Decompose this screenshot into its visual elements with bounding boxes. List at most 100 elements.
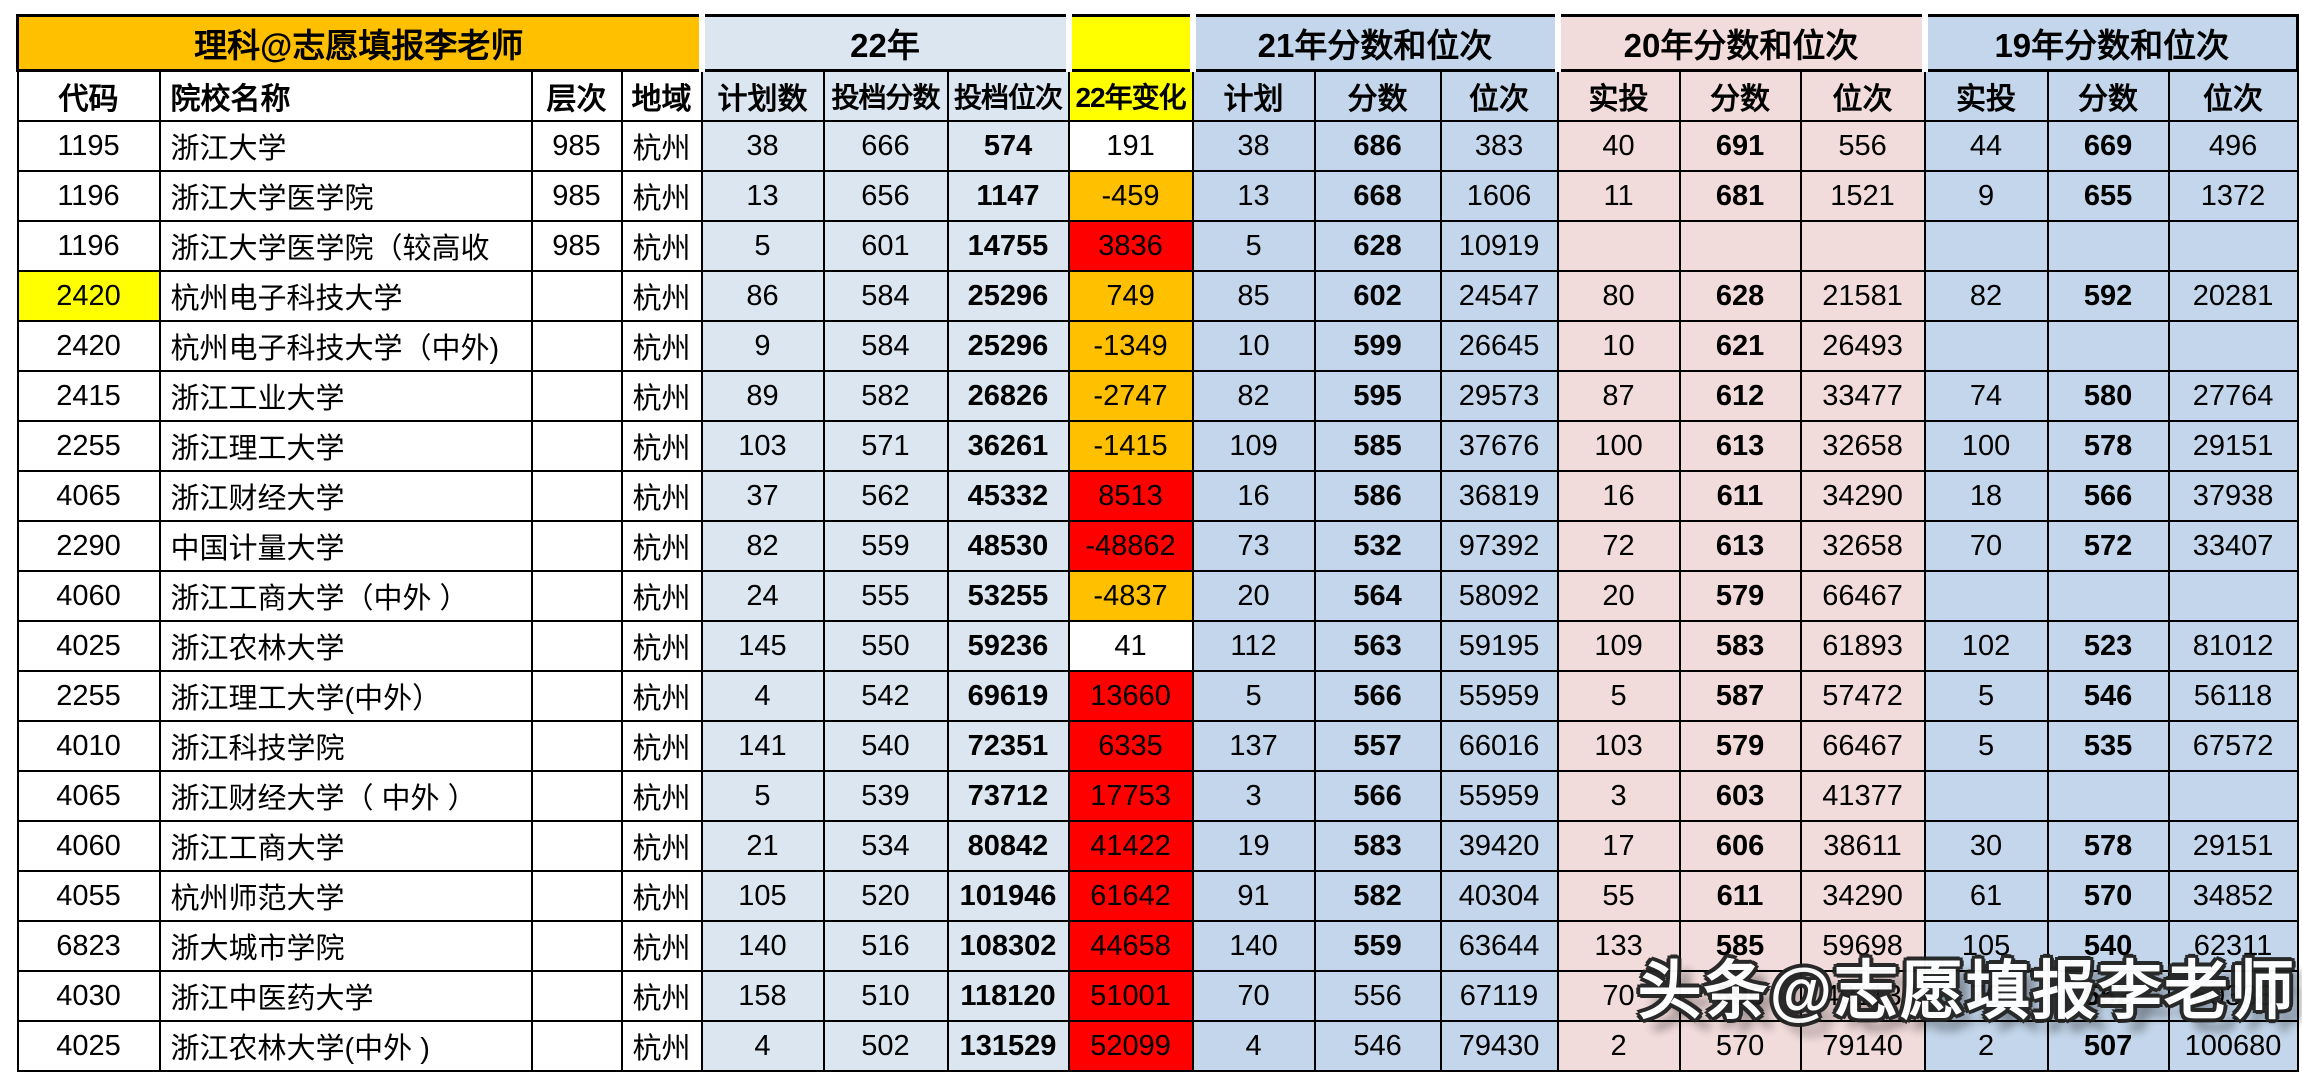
cell-region: 杭州 (620, 120, 703, 172)
cell-score21: 583 (1313, 820, 1442, 872)
cell-rank20: 21581 (1799, 270, 1926, 322)
cell-name: 浙江工商大学（中外 ） (158, 570, 533, 622)
cell-score19 (2046, 770, 2170, 822)
cell-rank19: 81012 (2167, 620, 2299, 672)
cell-rank20: 33477 (1799, 370, 1926, 422)
cell-score22: 534 (822, 820, 949, 872)
cell-score22: 540 (822, 720, 949, 772)
cell-region: 杭州 (620, 570, 703, 622)
cell-code: 4065 (16, 470, 161, 522)
cell-score20: 579 (1678, 720, 1802, 772)
cell-rank21: 79430 (1439, 1020, 1559, 1072)
cell-rank19: 1372 (2167, 170, 2299, 222)
cell-actual19: 44 (1923, 120, 2049, 172)
cell-rank21: 55959 (1439, 670, 1559, 722)
cell-actual19: 105 (1923, 920, 2049, 972)
cell-rank20: 32658 (1799, 520, 1926, 572)
cell-actual20: 20 (1556, 570, 1681, 622)
col-header-actual-20: 实投 (1556, 69, 1681, 122)
cell-score21: 566 (1313, 770, 1442, 822)
cell-actual19: 30 (1923, 820, 2049, 872)
cell-rank20: 57472 (1799, 670, 1926, 722)
cell-score22: 666 (822, 120, 949, 172)
cell-actual20: 3 (1556, 770, 1681, 822)
cell-code: 1196 (16, 170, 161, 222)
cell-rank19: 496 (2167, 120, 2299, 172)
cell-rank22: 25296 (946, 270, 1070, 322)
cell-plan22: 38 (700, 120, 825, 172)
cell-rank19 (2167, 570, 2299, 622)
cell-plan21: 85 (1191, 270, 1316, 322)
cell-name: 浙江财经大学（ 中外 ） (158, 770, 533, 822)
cell-score21: 546 (1313, 1020, 1442, 1072)
cell-code: 4025 (16, 1020, 161, 1072)
cell-change: -1349 (1067, 320, 1194, 372)
cell-score22: 510 (822, 970, 949, 1022)
table-row: 4010 浙江科技学院 杭州 141 540 72351 6335 137 557 66016 10… (16, 720, 2299, 772)
cell-score20: 585 (1678, 920, 1802, 972)
cell-actual20: 70 (1556, 970, 1681, 1022)
cell-actual20: 72 (1556, 520, 1681, 572)
cell-rank19: 34852 (2167, 870, 2299, 922)
cell-region: 杭州 (620, 770, 703, 822)
cell-rank20: 34290 (1799, 470, 1926, 522)
cell-score20: 613 (1678, 520, 1802, 572)
cell-change: 17753 (1067, 770, 1194, 822)
cell-score19: 578 (2046, 420, 2170, 472)
cell-rank21: 63644 (1439, 920, 1559, 972)
cell-plan22: 82 (700, 520, 825, 572)
cell-level: 985 (530, 220, 623, 272)
cell-rank22: 48530 (946, 520, 1070, 572)
cell-actual19 (1923, 220, 2049, 272)
table-row: 2420 杭州电子科技大学 杭州 86 584 25296 749 85 602 24547 80 6… (16, 270, 2299, 322)
cell-actual20: 109 (1556, 620, 1681, 672)
cell-score19: 552 (2046, 970, 2170, 1022)
cell-code: 4025 (16, 620, 161, 672)
table-row: 2255 浙江理工大学 杭州 103 571 36261 -1415 109 585 37676 1… (16, 420, 2299, 472)
col-header-plan-21: 计划 (1191, 69, 1316, 122)
cell-plan22: 140 (700, 920, 825, 972)
cell-rank20: 59698 (1799, 920, 1926, 972)
cell-score22: 601 (822, 220, 949, 272)
cell-score19: 540 (2046, 920, 2170, 972)
cell-actual20: 10 (1556, 320, 1681, 372)
cell-rank22: 131529 (946, 1020, 1070, 1072)
cell-rank20: 32658 (1799, 420, 1926, 472)
cell-score22: 516 (822, 920, 949, 972)
cell-rank22: 45332 (946, 470, 1070, 522)
cell-rank19: 33407 (2167, 520, 2299, 572)
cell-region: 杭州 (620, 520, 703, 572)
cell-plan22: 103 (700, 420, 825, 472)
cell-rank21: 67119 (1439, 970, 1559, 1022)
cell-actual19: 74 (1923, 370, 2049, 422)
cell-score20: 691 (1678, 120, 1802, 172)
cell-score22: 559 (822, 520, 949, 572)
cell-region: 杭州 (620, 420, 703, 472)
cell-score22: 584 (822, 320, 949, 372)
cell-score21: 559 (1313, 920, 1442, 972)
cell-score21: 599 (1313, 320, 1442, 372)
cell-rank22: 26826 (946, 370, 1070, 422)
cell-score21: 628 (1313, 220, 1442, 272)
cell-rank21: 383 (1439, 120, 1559, 172)
cell-rank19 (2167, 220, 2299, 272)
cell-change: 191 (1067, 120, 1194, 172)
cell-name: 杭州电子科技大学 (158, 270, 533, 322)
table-row: 2255 浙江理工大学(中外） 杭州 4 542 69619 13660 5 566 55959 5… (16, 670, 2299, 722)
cell-score22: 555 (822, 570, 949, 622)
col-header-score-22: 投档分数 (822, 69, 949, 122)
cell-change: 41422 (1067, 820, 1194, 872)
cell-rank21: 40304 (1439, 870, 1559, 922)
cell-actual20: 5 (1556, 670, 1681, 722)
cell-plan21: 91 (1191, 870, 1316, 922)
cell-plan22: 89 (700, 370, 825, 422)
cell-plan21: 10 (1191, 320, 1316, 372)
cell-score20: 611 (1678, 870, 1802, 922)
cell-score21: 585 (1313, 420, 1442, 472)
cell-plan21: 73 (1191, 520, 1316, 572)
cell-change: -2747 (1067, 370, 1194, 422)
cell-actual19: 82 (1923, 270, 2049, 322)
cell-score20: 587 (1678, 670, 1802, 722)
cell-plan22: 13 (700, 170, 825, 222)
cell-level (530, 570, 623, 622)
